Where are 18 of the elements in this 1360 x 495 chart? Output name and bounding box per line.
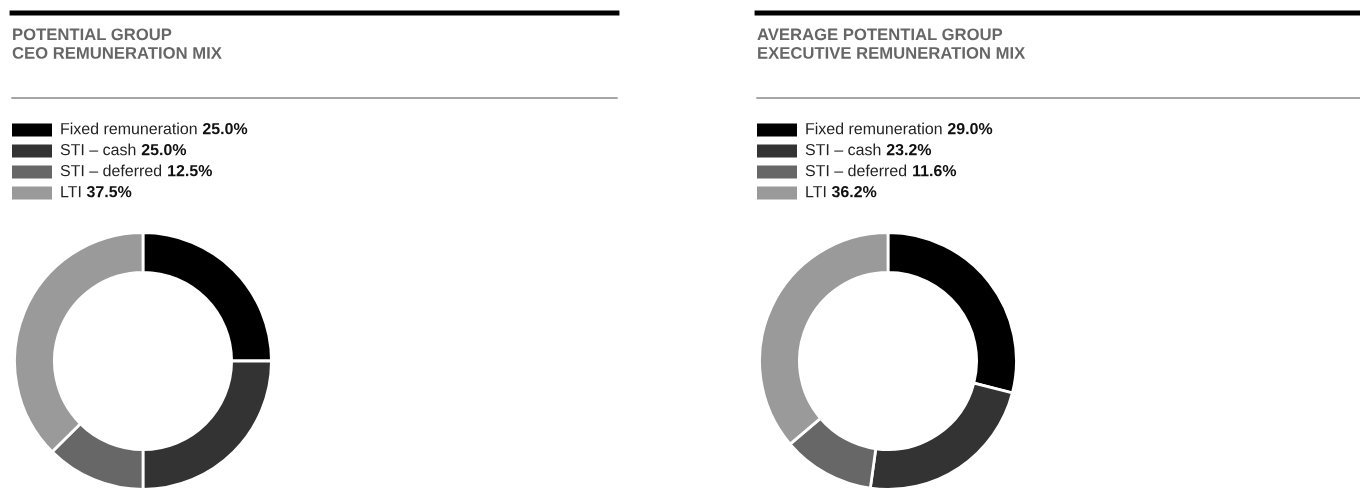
chart-title: POTENTIAL GROUP CEO REMUNERATION MIX (12, 28, 222, 59)
legend-label: STI – deferred (60, 164, 162, 177)
data-label: 29.0% (947, 122, 993, 135)
data-label: 11.6% (913, 164, 957, 177)
data-label: 25.0% (202, 122, 248, 135)
legend-label: STI – cash (60, 143, 136, 156)
data-label: 23.2% (886, 143, 932, 156)
legend-label: Fixed remuneration (61, 122, 197, 135)
legend-label: LTI (806, 186, 826, 198)
chart-title: AVERAGE POTENTIAL GROUP EXECUTIVE REMUNERATION MIX (757, 28, 1026, 59)
data-label: 37.5% (86, 185, 132, 198)
legend-label: STI – deferred (805, 164, 907, 177)
legend-label: LTI (61, 186, 81, 198)
data-label: 12.5% (168, 164, 212, 177)
legend-label: STI – cash (805, 143, 881, 156)
data-label: 25.0% (141, 143, 187, 156)
data-label: 36.2% (831, 185, 877, 198)
legend-label: Fixed remuneration (806, 122, 942, 135)
